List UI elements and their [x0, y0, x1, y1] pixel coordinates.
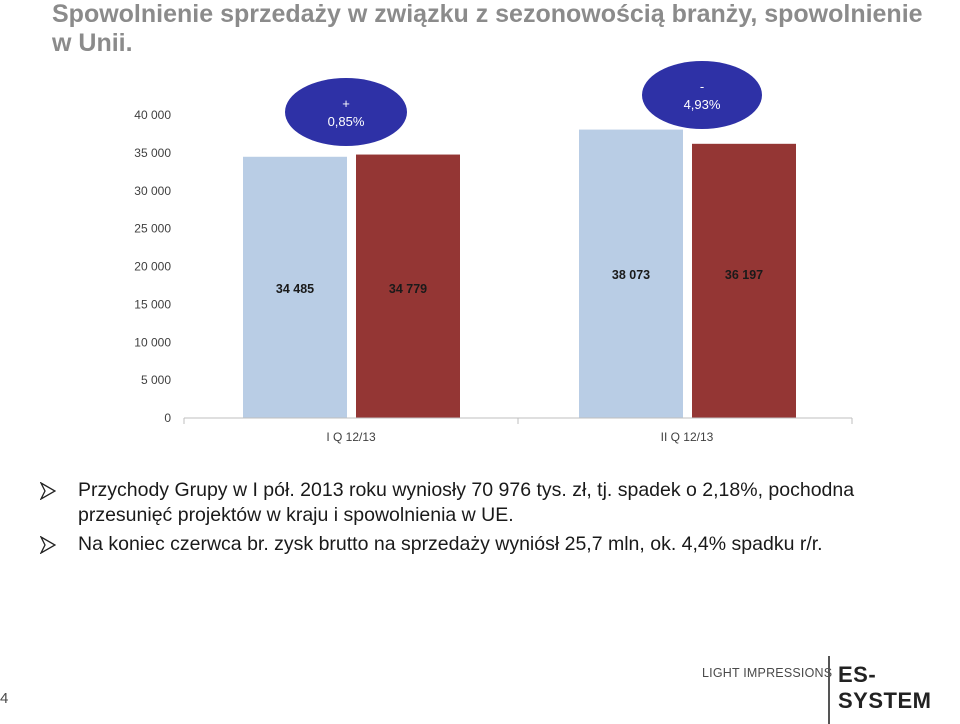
data-label: 36 197	[725, 268, 763, 282]
bullet-item: Na koniec czerwca br. zysk brutto na spr…	[40, 532, 950, 557]
y-tick-label: 10 000	[134, 335, 171, 349]
change-bubbles: +0,85% - 4,93%	[285, 61, 762, 146]
bar	[692, 143, 796, 418]
change-bubble	[285, 78, 407, 146]
y-tick-label: 35 000	[134, 146, 171, 160]
change-sign: -	[700, 79, 704, 94]
footer-divider	[828, 656, 830, 724]
bar-chart: 0 5 000 10 000 15 000 20 000 25 000 30 000 35 0…	[134, 61, 853, 444]
slide-title: Spowolnienie sprzedaży w związku z sezon…	[52, 0, 923, 57]
y-tick-label: 5 000	[141, 373, 171, 387]
bar	[579, 129, 683, 418]
data-labels: 34 485 38 073 34 779 36 197	[276, 268, 763, 296]
change-value: 0,85%	[328, 114, 365, 129]
bullet-text: Przychody Grupy w I pół. 2013 roku wynio…	[78, 479, 855, 526]
bar	[356, 154, 460, 418]
arrow-bullet-icon	[40, 482, 56, 500]
bullet-item: Przychody Grupy w I pół. 2013 roku wynio…	[40, 478, 950, 528]
data-label: 38 073	[612, 268, 650, 282]
es-system-logo: ES-SYSTEM	[838, 662, 932, 713]
y-tick-label: 15 000	[134, 297, 171, 311]
bullet-list: Przychody Grupy w I pół. 2013 roku wynio…	[40, 478, 950, 561]
page-number: 4	[0, 690, 9, 707]
bar	[243, 156, 347, 418]
x-tick-label: II Q 12/13	[661, 430, 714, 444]
bars	[243, 129, 796, 418]
company-name: LIGHT IMPRESSIONS	[702, 666, 833, 680]
y-tick-label: 0	[164, 411, 171, 425]
change-bubble	[642, 61, 762, 129]
x-axis: I Q 12/13 II Q 12/13	[183, 417, 853, 444]
y-axis: 0 5 000 10 000 15 000 20 000 25 000 30 000 35 0…	[134, 108, 171, 425]
x-tick-label: I Q 12/13	[326, 430, 376, 444]
bullet-text: Na koniec czerwca br. zysk brutto na spr…	[78, 533, 823, 555]
y-tick-label: 30 000	[134, 184, 171, 198]
change-value: 4,93%	[684, 97, 721, 112]
data-label: 34 485	[276, 282, 314, 296]
y-tick-label: 20 000	[134, 260, 171, 274]
change-sign: +	[342, 96, 350, 111]
arrow-bullet-icon	[40, 536, 56, 554]
y-tick-label: 25 000	[134, 222, 171, 236]
y-tick-label: 40 000	[134, 108, 171, 122]
data-label: 34 779	[389, 282, 427, 296]
